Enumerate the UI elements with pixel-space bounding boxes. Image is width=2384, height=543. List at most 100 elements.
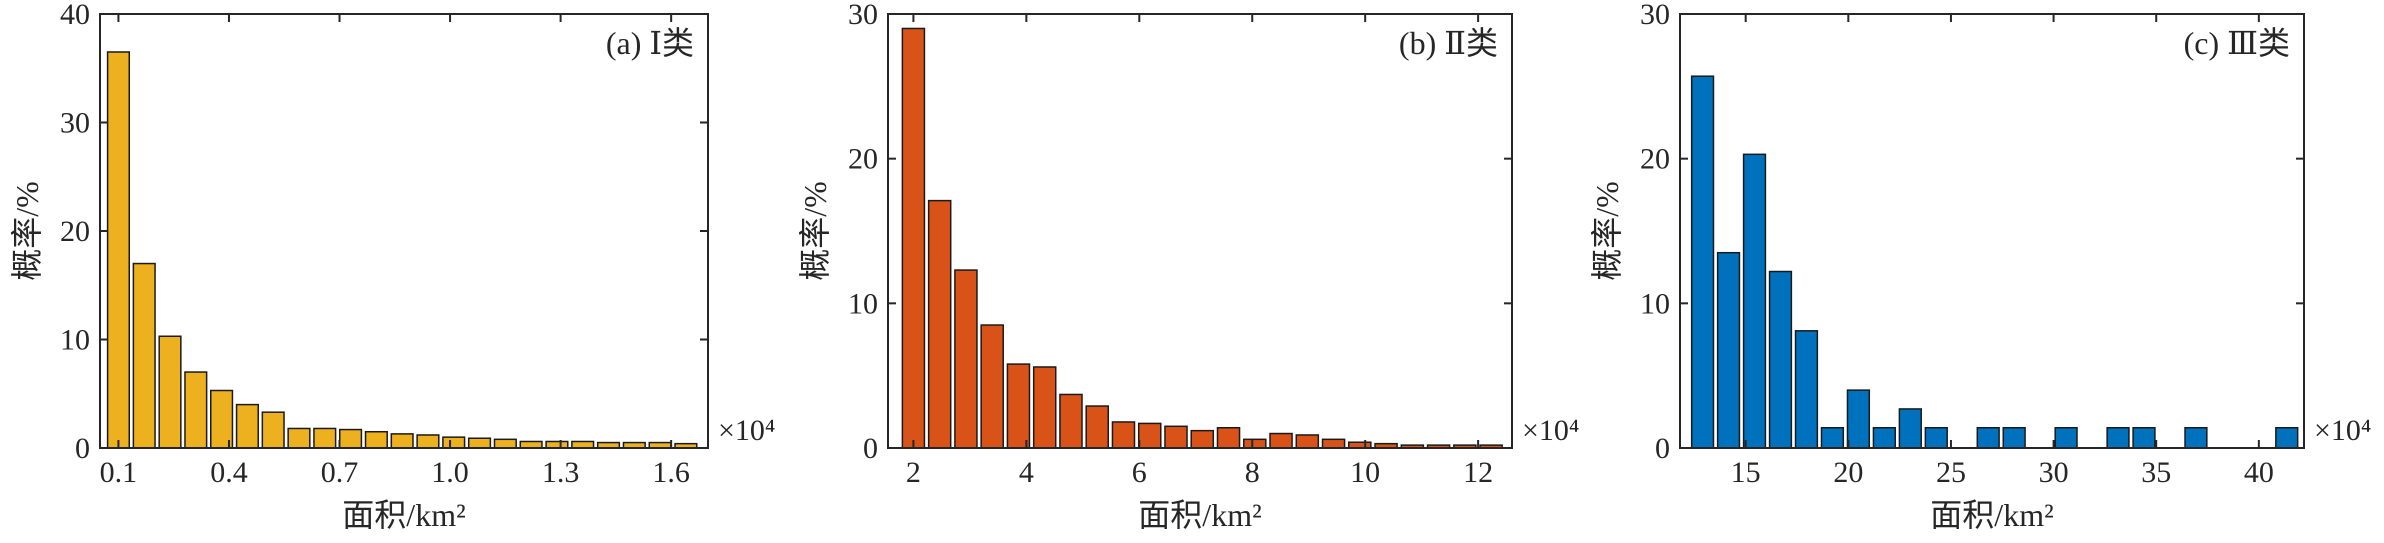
panel-b-bar bbox=[901, 27, 926, 449]
panel-c-bar bbox=[1716, 251, 1741, 449]
panel-a-x-tick-label: 0.4 bbox=[210, 456, 248, 489]
panel-c-bar bbox=[1976, 427, 2000, 449]
panel-b-x-tick-label: 4 bbox=[1019, 456, 1034, 489]
panel-a-bar bbox=[313, 427, 337, 449]
panel-b-y-tick-label: 10 bbox=[848, 287, 878, 320]
panel-a-x-tick-label: 1.6 bbox=[652, 456, 690, 489]
panel-c-bar bbox=[1794, 330, 1819, 449]
panel-b-y-tick-label: 20 bbox=[848, 143, 878, 176]
panel-a-x-multiplier: ×10⁴ bbox=[718, 414, 775, 447]
panel-c-x-axis-label: 面积/km² bbox=[1930, 497, 2053, 533]
panel-b-bar bbox=[1032, 366, 1057, 449]
panel-c-bar bbox=[1924, 427, 1948, 449]
panel-b-bar bbox=[1216, 427, 1241, 449]
panel-c-y-axis-label: 概率/% bbox=[1589, 181, 1625, 281]
panel-a-x-tick-label: 0.7 bbox=[321, 456, 359, 489]
panel-c-bar bbox=[1820, 427, 1845, 449]
panel-b-bar bbox=[1111, 421, 1136, 449]
panel-a-bar bbox=[416, 434, 440, 449]
panel-b-bar bbox=[1059, 393, 1083, 449]
panel-a-y-tick-label: 20 bbox=[60, 215, 90, 248]
panel-c: (c) Ⅲ类 面积/km² 概率/% ×10⁴ 15 20 25 30 35 40 0 10 2… bbox=[1589, 0, 2371, 533]
panel-c-x-tick-label: 35 bbox=[2141, 456, 2171, 489]
panel-b-bars bbox=[901, 27, 1503, 449]
panel-a-y-tick-label: 30 bbox=[60, 107, 90, 140]
panel-a-bar bbox=[106, 51, 131, 449]
panel-b-bar bbox=[1085, 405, 1109, 449]
panel-b: (b) Ⅱ类 面积/km² 概率/% ×10⁴ 2 4 6 8 10 12 0 10 20 30 bbox=[797, 0, 1579, 533]
panel-b-x-tick-label: 12 bbox=[1463, 456, 1493, 489]
panel-c-bar bbox=[1872, 427, 1896, 449]
panel-b-x-tick-label: 2 bbox=[906, 456, 921, 489]
panel-a-y-tick-label: 40 bbox=[60, 0, 90, 31]
panel-a-y-tick-label: 10 bbox=[60, 324, 90, 357]
panel-b-bar bbox=[1137, 422, 1162, 449]
panel-b-bar bbox=[1164, 425, 1188, 449]
panel-a-bar bbox=[210, 389, 234, 449]
panel-a-bar bbox=[364, 430, 388, 449]
panel-c-bar bbox=[2002, 427, 2026, 449]
panel-a-title: (a) Ⅰ类 bbox=[606, 25, 694, 61]
panel-a-x-tick-label: 1.3 bbox=[542, 456, 580, 489]
panel-b-axes-frame bbox=[887, 13, 1513, 449]
panel-c-bar bbox=[2054, 427, 2078, 449]
panel-a-bar bbox=[184, 371, 208, 449]
panel-a-bar bbox=[442, 436, 466, 449]
panel-c-y-tick-label: 0 bbox=[1655, 432, 1670, 465]
panel-c-bar bbox=[1846, 389, 1871, 449]
panel-b-bar bbox=[1006, 363, 1031, 449]
panel-a: (a) Ⅰ类 面积/km² 概率/% ×10⁴ 0.1 0.4 0.7 1.0 1.3 1… bbox=[9, 0, 775, 533]
panel-b-y-tick-label: 0 bbox=[863, 432, 878, 465]
panel-a-x-tick-label: 1.0 bbox=[431, 456, 469, 489]
panel-c-bar bbox=[2106, 427, 2130, 449]
panel-b-bar bbox=[980, 324, 1004, 449]
panel-c-x-tick-label: 40 bbox=[2244, 456, 2274, 489]
panel-a-bar bbox=[235, 403, 259, 449]
panel-a-bar bbox=[132, 262, 156, 449]
panel-c-bar bbox=[1690, 75, 1715, 449]
panel-b-title: (b) Ⅱ类 bbox=[1399, 25, 1498, 61]
panel-b-bar bbox=[1295, 434, 1320, 449]
panel-c-bar bbox=[2275, 427, 2299, 449]
panel-b-bar bbox=[1190, 429, 1215, 449]
panel-c-y-tick-label: 30 bbox=[1640, 0, 1670, 31]
panel-b-x-tick-label: 8 bbox=[1245, 456, 1260, 489]
panel-c-y-tick-label: 20 bbox=[1640, 143, 1670, 176]
panel-b-y-tick-label: 30 bbox=[848, 0, 878, 31]
panel-c-y-tick-label: 10 bbox=[1640, 287, 1670, 320]
panel-c-x-tick-label: 25 bbox=[1936, 456, 1966, 489]
panel-c-bar bbox=[1768, 270, 1793, 449]
panel-b-bar bbox=[954, 269, 978, 449]
panel-c-x-multiplier: ×10⁴ bbox=[2314, 414, 2371, 447]
panel-a-bar bbox=[390, 433, 414, 449]
panel-c-bar bbox=[1742, 153, 1767, 449]
panel-c-x-tick-label: 30 bbox=[2039, 456, 2069, 489]
panel-a-y-axis-label: 概率/% bbox=[9, 181, 45, 281]
panel-b-y-axis-label: 概率/% bbox=[797, 181, 833, 281]
panel-a-bar bbox=[287, 427, 311, 449]
panel-b-x-axis-label: 面积/km² bbox=[1138, 497, 1261, 533]
panel-b-x-tick-label: 6 bbox=[1132, 456, 1147, 489]
panel-a-bar bbox=[467, 437, 492, 449]
panel-a-y-tick-label: 0 bbox=[75, 432, 90, 465]
panel-b-bar bbox=[1269, 432, 1293, 449]
panel-a-bar bbox=[261, 411, 285, 449]
panel-b-x-multiplier: ×10⁴ bbox=[1522, 414, 1579, 447]
panel-c-bar bbox=[2132, 427, 2156, 449]
panel-a-x-axis-label: 面积/km² bbox=[342, 497, 465, 533]
panel-b-bar bbox=[927, 199, 952, 449]
panel-c-bar bbox=[1898, 408, 1922, 449]
panel-c-title: (c) Ⅲ类 bbox=[2184, 25, 2290, 61]
panel-c-x-tick-label: 15 bbox=[1731, 456, 1761, 489]
panel-c-axes-frame bbox=[1679, 13, 2305, 449]
panel-a-bars bbox=[106, 51, 698, 449]
panel-c-x-tick-label: 20 bbox=[1833, 456, 1863, 489]
panel-a-bar bbox=[493, 438, 517, 449]
panel-b-bar bbox=[1243, 438, 1267, 449]
panel-c-bars bbox=[1690, 75, 2299, 449]
panel-a-x-tick-label: 0.1 bbox=[100, 456, 138, 489]
panel-b-x-tick-label: 10 bbox=[1350, 456, 1380, 489]
panel-b-bar bbox=[1321, 438, 1346, 449]
panel-a-bar bbox=[158, 335, 182, 449]
